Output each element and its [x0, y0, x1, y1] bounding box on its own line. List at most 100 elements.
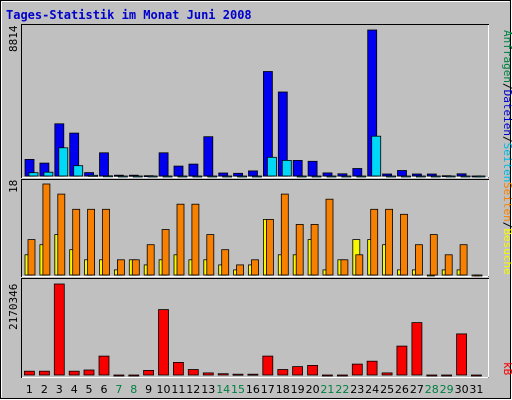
dateien-bar	[445, 175, 456, 178]
seiten-bar	[459, 244, 468, 276]
day-tick-label: 7	[115, 383, 122, 396]
dateien-bar	[103, 175, 113, 178]
legend-entry: /	[501, 83, 512, 90]
seiten-bar	[251, 259, 259, 276]
kb-bar	[232, 373, 244, 376]
seiten-bar	[325, 198, 334, 276]
requests-panel-frame	[21, 24, 489, 178]
seiten-bar	[370, 208, 379, 276]
kb-bar	[336, 374, 348, 377]
dateien-bar	[460, 175, 471, 178]
anfragen-bar	[233, 172, 244, 177]
requests-ymax-label: 8814	[7, 25, 20, 52]
anfragen-bar	[322, 172, 333, 177]
day-tick-label: 6	[101, 383, 108, 396]
seiten-bar	[221, 249, 230, 276]
dateien-bar	[43, 171, 54, 177]
day-tick-label: 28	[425, 383, 439, 396]
kb-bar	[247, 373, 259, 376]
dateien-bar	[162, 175, 173, 178]
kb-bar	[128, 374, 140, 377]
dateien-bar	[73, 165, 84, 177]
anfragen-bar	[307, 160, 318, 177]
kb-bar	[202, 372, 214, 376]
kb-bar	[143, 369, 155, 376]
day-tick-label: 17	[261, 383, 275, 396]
kb-ymax-label: 2170346	[7, 284, 20, 330]
day-tick-label: 9	[145, 383, 152, 396]
seiten-bar	[131, 259, 140, 276]
anfragen-bar	[248, 170, 258, 177]
seiten-bar	[444, 254, 453, 276]
dateien-bar	[386, 175, 397, 178]
seiten-bar	[414, 244, 423, 276]
kb-bar	[351, 363, 363, 376]
kb-legend-vertical: kB	[501, 362, 512, 376]
seiten-bar	[72, 208, 81, 276]
day-tick-label: 8	[130, 383, 137, 396]
kb-bar	[217, 373, 229, 376]
dateien-bar	[252, 175, 262, 178]
dateien-bar	[266, 156, 277, 177]
day-tick-label: 1	[26, 383, 33, 396]
kb-bar	[366, 360, 378, 376]
day-tick-label: 21	[320, 383, 334, 396]
anfragen-bar	[99, 152, 109, 177]
day-tick-label: 2	[41, 383, 48, 396]
day-tick-label: 27	[410, 383, 424, 396]
dateien-bar	[192, 175, 203, 178]
dateien-bar	[222, 175, 233, 178]
anfragen-bar	[203, 136, 214, 177]
kb-bar	[277, 369, 289, 376]
requests-legend-vertical: Anfragen/Dateien/Seiten	[501, 30, 512, 182]
seiten-bar	[295, 223, 304, 276]
pages-legend-vertical: Seiten/Besuche	[501, 182, 512, 275]
kb-bar	[441, 374, 453, 377]
seiten-bar	[191, 203, 200, 276]
day-tick-label: 24	[365, 383, 379, 396]
kb-bar	[68, 370, 80, 376]
kb-bar	[321, 374, 333, 377]
dateien-bar	[401, 175, 411, 178]
seiten-bar	[265, 218, 274, 276]
seiten-bar	[87, 208, 95, 276]
day-tick-label: 5	[86, 383, 93, 396]
dateien-bar	[430, 175, 441, 178]
dateien-bar	[237, 175, 248, 178]
legend-entry: Seiten	[501, 143, 512, 183]
dateien-bar	[311, 175, 322, 178]
seiten-bar	[236, 264, 245, 276]
anfragen-bar	[158, 152, 169, 177]
dateien-bar	[281, 159, 292, 177]
seiten-bar	[161, 229, 170, 276]
kb-bar	[470, 374, 482, 377]
day-tick-label: 26	[395, 383, 409, 396]
dateien-bar	[296, 175, 307, 178]
day-tick-label: 12	[186, 383, 200, 396]
legend-entry: Seiten	[501, 182, 512, 222]
day-tick-label: 30	[455, 383, 469, 396]
dateien-bar	[28, 172, 39, 177]
day-tick-label: 3	[56, 383, 63, 396]
seiten-bar	[340, 259, 349, 276]
pages-ymax-label: 18	[7, 180, 20, 193]
day-tick-label: 25	[380, 383, 394, 396]
day-tick-label: 22	[335, 383, 349, 396]
kb-bar	[381, 372, 393, 376]
seiten-bar	[176, 203, 185, 276]
kb-bar	[172, 361, 184, 376]
seiten-bar	[280, 193, 289, 276]
seiten-bar	[355, 254, 364, 276]
legend-entry: /	[501, 136, 512, 143]
legend-entry: Anfragen	[501, 30, 512, 83]
day-tick-label: 19	[291, 383, 305, 396]
dateien-bar	[356, 175, 367, 178]
dateien-bar	[58, 147, 69, 177]
seiten-bar	[117, 259, 125, 276]
kb-bar	[158, 309, 169, 376]
day-tick-label: 13	[201, 383, 215, 396]
kb-bar	[39, 370, 50, 376]
day-tick-label: 31	[469, 383, 483, 396]
day-tick-label: 16	[246, 383, 260, 396]
